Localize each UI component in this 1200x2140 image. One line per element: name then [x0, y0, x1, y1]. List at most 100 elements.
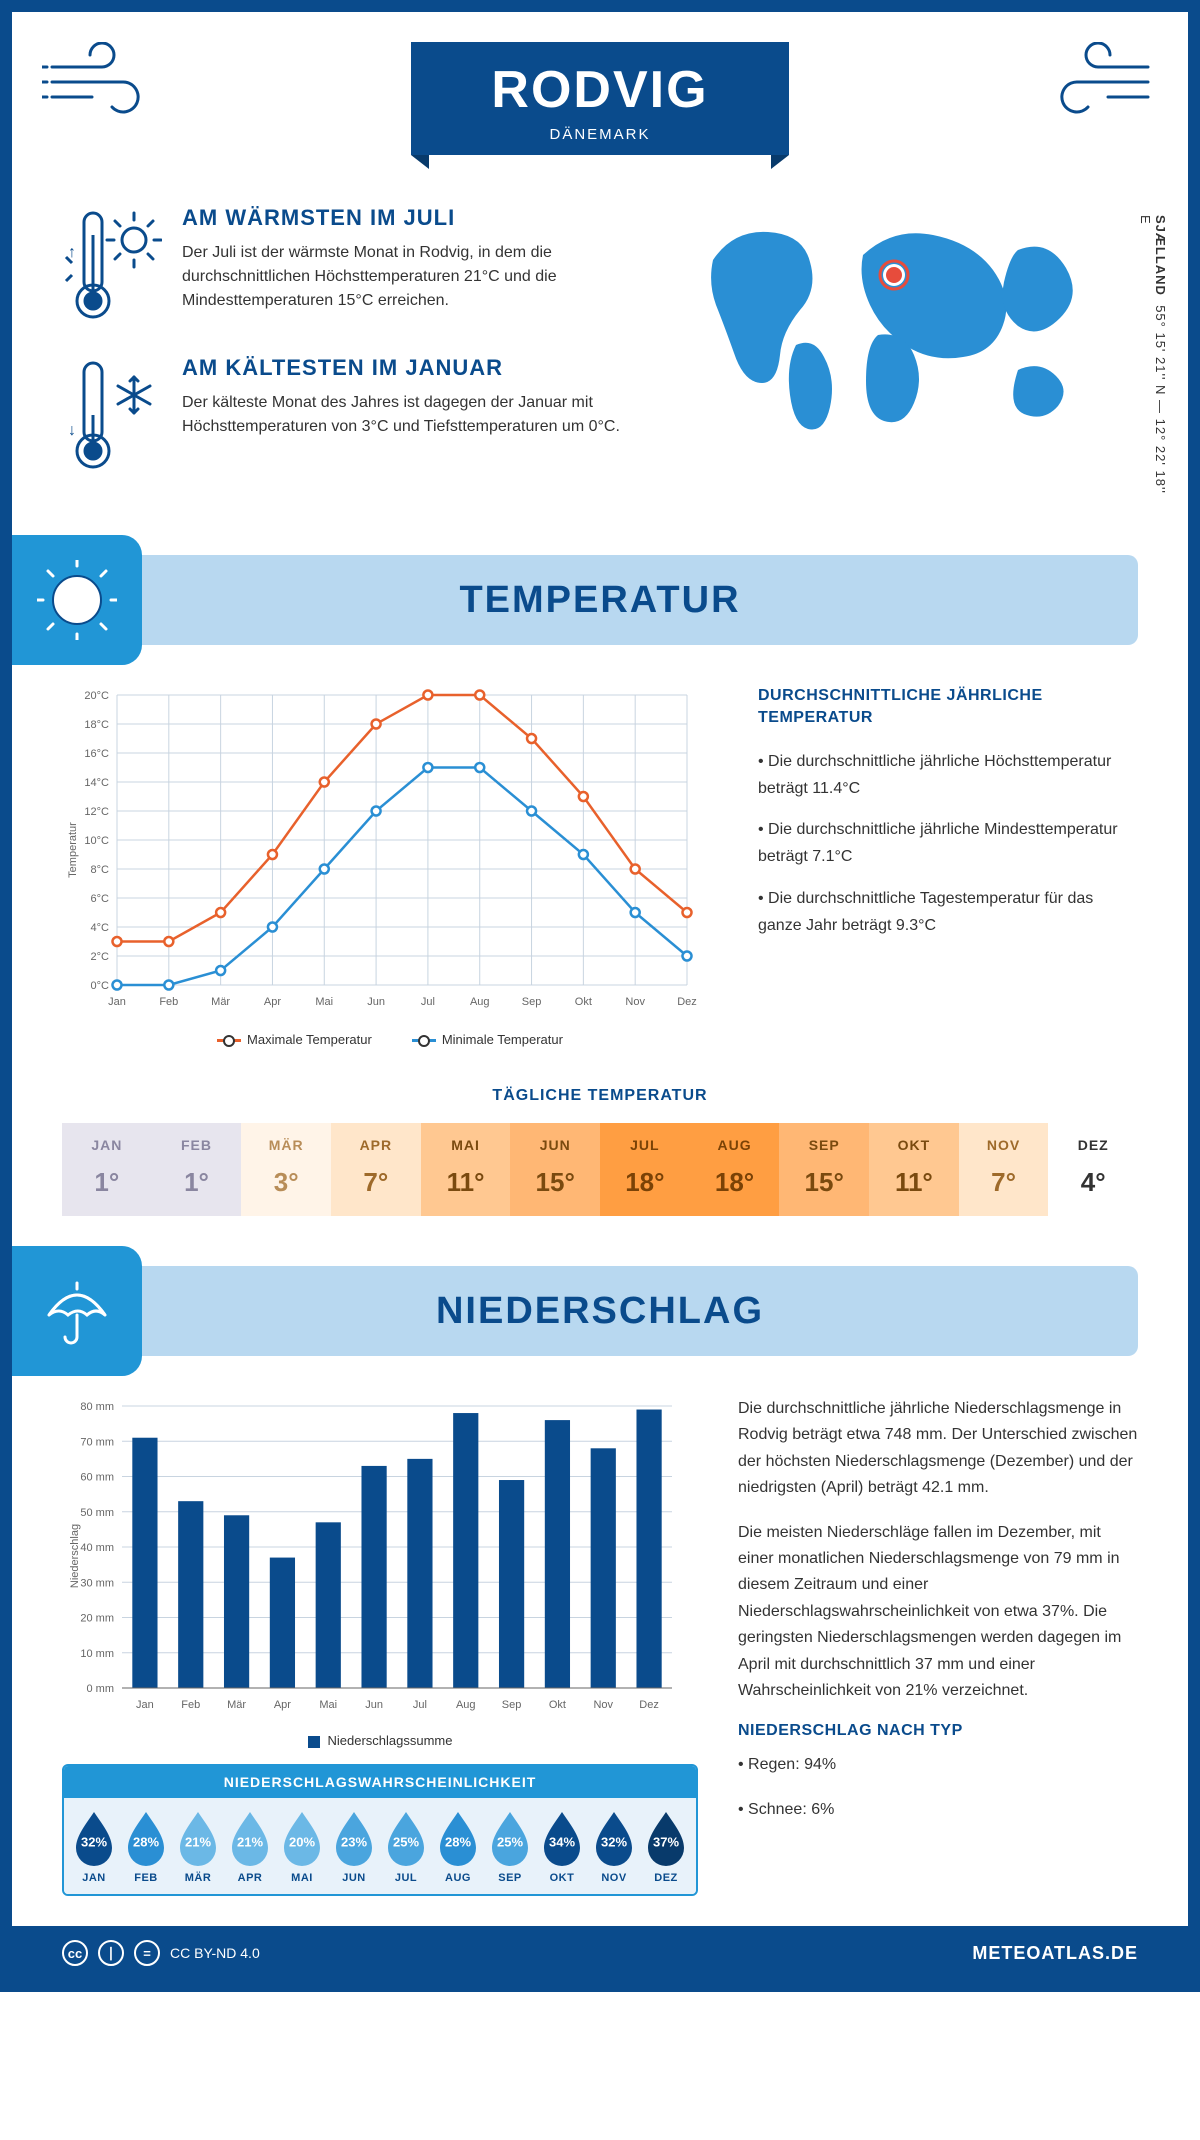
- temp-fact-2: • Die durchschnittliche jährliche Mindes…: [758, 816, 1138, 870]
- prob-cell: 21%MÄR: [172, 1810, 224, 1884]
- prob-cell: 32%NOV: [588, 1810, 640, 1884]
- cc-icon: cc: [62, 1940, 88, 1966]
- daily-cell: OKT11°: [869, 1123, 959, 1216]
- svg-text:10 mm: 10 mm: [80, 1648, 114, 1660]
- prob-cell: 25%SEP: [484, 1810, 536, 1884]
- page-title: RODVIG: [491, 60, 708, 120]
- temp-fact-1: • Die durchschnittliche jährliche Höchst…: [758, 748, 1138, 802]
- svg-text:Temperatur: Temperatur: [67, 822, 79, 878]
- svg-text:Mai: Mai: [319, 1699, 337, 1711]
- title-ribbon: RODVIG DÄNEMARK: [411, 42, 788, 155]
- svg-text:Apr: Apr: [274, 1699, 291, 1711]
- prob-cell: 21%APR: [224, 1810, 276, 1884]
- precipitation-bar-chart: 0 mm10 mm20 mm30 mm40 mm50 mm60 mm70 mm8…: [62, 1396, 698, 1896]
- svg-text:Dez: Dez: [677, 996, 697, 1008]
- precip-type-1: • Regen: 94%: [738, 1752, 1138, 1778]
- fact-cold-title: AM KÄLTESTEN IM JANUAR: [182, 355, 638, 381]
- svg-text:30 mm: 30 mm: [80, 1577, 114, 1589]
- svg-text:2°C: 2°C: [91, 951, 110, 963]
- svg-text:Jan: Jan: [108, 996, 126, 1008]
- fact-coldest: ↓ AM KÄLTESTEN IM JANUAR Der kälteste Mo…: [62, 355, 638, 475]
- svg-text:Jun: Jun: [367, 996, 385, 1008]
- precipitation-summary: Die durchschnittliche jährliche Niedersc…: [738, 1396, 1138, 1896]
- svg-text:50 mm: 50 mm: [80, 1507, 114, 1519]
- fact-warm-text: Der Juli ist der wärmste Monat in Rodvig…: [182, 241, 638, 313]
- svg-text:Jul: Jul: [421, 996, 435, 1008]
- svg-text:Sep: Sep: [502, 1699, 522, 1711]
- svg-text:↓: ↓: [68, 422, 76, 439]
- temp-fact-3: • Die durchschnittliche Tagestemperatur …: [758, 885, 1138, 939]
- precip-legend: Niederschlagssumme: [62, 1733, 698, 1748]
- svg-text:40 mm: 40 mm: [80, 1542, 114, 1554]
- svg-text:↑: ↑: [68, 244, 76, 261]
- daily-cell: JAN1°: [62, 1123, 152, 1216]
- prob-title: NIEDERSCHLAGSWAHRSCHEINLICHKEIT: [64, 1766, 696, 1798]
- precip-para-1: Die durchschnittliche jährliche Niedersc…: [738, 1396, 1138, 1502]
- prob-cell: 37%DEZ: [640, 1810, 692, 1884]
- svg-text:60 mm: 60 mm: [80, 1472, 114, 1484]
- coordinates: SJÆLLAND 55° 15' 21'' N — 12° 22' 18'' E: [1138, 215, 1168, 505]
- svg-text:Okt: Okt: [575, 996, 592, 1008]
- precip-type-2: • Schnee: 6%: [738, 1797, 1138, 1823]
- section-header-precipitation: NIEDERSCHLAG: [62, 1266, 1138, 1356]
- svg-text:0°C: 0°C: [91, 980, 110, 992]
- section-title: TEMPERATUR: [62, 579, 1138, 622]
- daily-cell: APR7°: [331, 1123, 421, 1216]
- svg-text:Jun: Jun: [365, 1699, 383, 1711]
- daily-cell: MÄR3°: [241, 1123, 331, 1216]
- thermometer-snow-icon: ↓: [62, 355, 162, 475]
- wind-icon: [1038, 42, 1158, 122]
- svg-text:18°C: 18°C: [84, 719, 109, 731]
- temperature-line-chart: 0°C2°C4°C6°C8°C10°C12°C14°C16°C18°C20°CJ…: [62, 685, 718, 1047]
- precip-para-2: Die meisten Niederschläge fallen im Deze…: [738, 1520, 1138, 1705]
- footer: cc ❘ = CC BY-ND 4.0 METEOATLAS.DE: [12, 1926, 1188, 1980]
- svg-text:0 mm: 0 mm: [87, 1683, 115, 1695]
- precip-probability-box: NIEDERSCHLAGSWAHRSCHEINLICHKEIT 32%JAN28…: [62, 1764, 698, 1896]
- daily-cell: JUN15°: [510, 1123, 600, 1216]
- thermometer-sun-icon: ↑: [62, 205, 162, 325]
- by-icon: ❘: [98, 1940, 124, 1966]
- daily-temp-strip: JAN1°FEB1°MÄR3°APR7°MAI11°JUN15°JUL18°AU…: [62, 1123, 1138, 1216]
- svg-text:Mär: Mär: [211, 996, 230, 1008]
- svg-text:Okt: Okt: [549, 1699, 566, 1711]
- prob-cell: 28%FEB: [120, 1810, 172, 1884]
- svg-text:6°C: 6°C: [91, 893, 110, 905]
- license-text: CC BY-ND 4.0: [170, 1945, 260, 1961]
- svg-text:8°C: 8°C: [91, 864, 110, 876]
- svg-text:Aug: Aug: [470, 996, 490, 1008]
- svg-text:Mär: Mär: [227, 1699, 246, 1711]
- svg-text:20°C: 20°C: [84, 690, 109, 702]
- svg-text:Feb: Feb: [159, 996, 178, 1008]
- daily-cell: SEP15°: [779, 1123, 869, 1216]
- daily-cell: FEB1°: [152, 1123, 242, 1216]
- prob-cell: 20%MAI: [276, 1810, 328, 1884]
- svg-text:16°C: 16°C: [84, 748, 109, 760]
- precip-type-title: NIEDERSCHLAG NACH TYP: [738, 1722, 1138, 1740]
- daily-cell: MAI11°: [421, 1123, 511, 1216]
- temp-chart-legend: Maximale Temperatur Minimale Temperatur: [62, 1032, 718, 1047]
- daily-temp-title: TÄGLICHE TEMPERATUR: [62, 1087, 1138, 1105]
- daily-cell: JUL18°: [600, 1123, 690, 1216]
- svg-text:14°C: 14°C: [84, 777, 109, 789]
- daily-cell: NOV7°: [959, 1123, 1049, 1216]
- prob-cell: 32%JAN: [68, 1810, 120, 1884]
- wind-icon: [42, 42, 162, 122]
- svg-text:Nov: Nov: [593, 1699, 613, 1711]
- page-subtitle: DÄNEMARK: [491, 126, 708, 143]
- site-name: METEOATLAS.DE: [972, 1943, 1138, 1964]
- world-map-block: SJÆLLAND 55° 15' 21'' N — 12° 22' 18'' E: [678, 205, 1138, 505]
- prob-cell: 25%JUL: [380, 1810, 432, 1884]
- section-title: NIEDERSCHLAG: [62, 1290, 1138, 1333]
- svg-text:Sep: Sep: [522, 996, 542, 1008]
- nd-icon: =: [134, 1940, 160, 1966]
- daily-cell: DEZ4°: [1048, 1123, 1138, 1216]
- svg-text:70 mm: 70 mm: [80, 1436, 114, 1448]
- section-header-temperature: TEMPERATUR: [62, 555, 1138, 645]
- prob-cell: 23%JUN: [328, 1810, 380, 1884]
- intro-row: ↑ AM WÄRMSTEN IM JULI Der Juli ist der w…: [62, 195, 1138, 545]
- svg-text:Feb: Feb: [181, 1699, 200, 1711]
- temp-summary-title: DURCHSCHNITTLICHE JÄHRLICHE TEMPERATUR: [758, 685, 1138, 730]
- svg-text:Aug: Aug: [456, 1699, 476, 1711]
- prob-cell: 34%OKT: [536, 1810, 588, 1884]
- fact-cold-text: Der kälteste Monat des Jahres ist dagege…: [182, 391, 638, 439]
